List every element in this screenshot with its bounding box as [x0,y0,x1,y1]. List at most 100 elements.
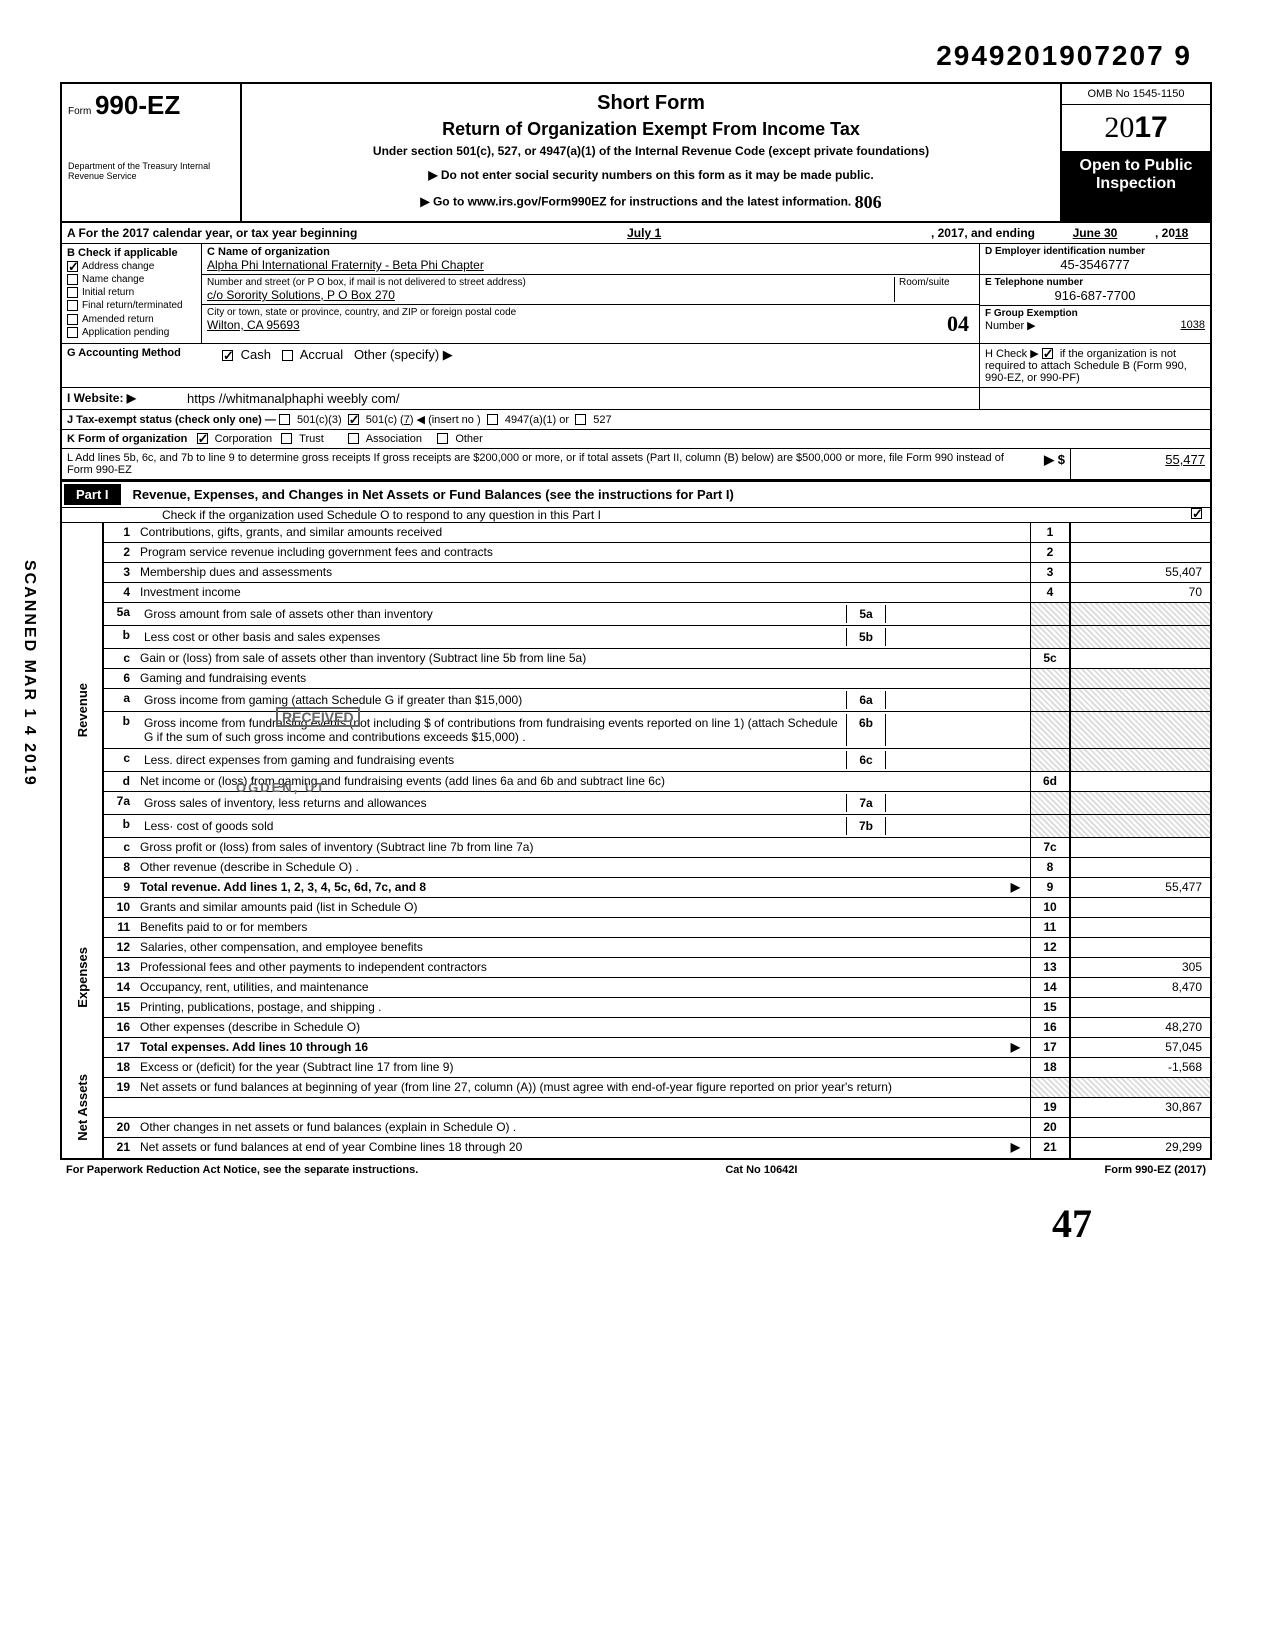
ogden-stamp: OGDEN, UT [236,780,326,795]
checkbox-final[interactable] [67,300,78,311]
checkbox-schedule-o[interactable] [1191,508,1202,519]
line-7b: bLess· cost of goods sold7b [104,815,1210,838]
checkbox-name-change[interactable] [67,274,78,285]
section-def: D Employer identification number 45-3546… [980,244,1210,343]
row-k: K Form of organization Corporation Trust… [62,430,1210,449]
checkbox-cash[interactable] [222,350,233,361]
checkbox-other-org[interactable] [437,433,448,444]
section-e-label: E Telephone number [985,277,1205,288]
check-initial: Initial return [67,287,196,298]
end-date: June 30 [1035,226,1155,240]
footer: For Paperwork Reduction Act Notice, see … [60,1160,1212,1180]
header-left: Form 990-EZ Department of the Treasury I… [62,84,242,221]
title-short-form: Short Form [254,92,1048,115]
line-6a: aGross income from gaming (attach Schedu… [104,689,1210,712]
line-15: 15Printing, publications, postage, and s… [104,998,1210,1018]
line-17: 17Total expenses. Add lines 10 through 1… [104,1038,1210,1058]
line-6c: cLess. direct expenses from gaming and f… [104,749,1210,772]
line-9: 9Total revenue. Add lines 1, 2, 3, 4, 5c… [104,878,1210,898]
section-c: C Name of organization Alpha Phi Interna… [202,244,980,343]
line-2: 2Program service revenue including gover… [104,543,1210,563]
checkbox-501c[interactable] [348,414,359,425]
check-pending: Application pending [67,327,196,338]
checkbox-address-change[interactable] [67,261,78,272]
check-amended: Amended return [67,314,196,325]
line-12: 12Salaries, other compensation, and empl… [104,938,1210,958]
phone: 916-687-7700 [985,288,1205,303]
line-10: 10Grants and similar amounts paid (list … [104,898,1210,918]
omb-number: OMB No 1545-1150 [1062,84,1210,105]
checkbox-accrual[interactable] [282,350,293,361]
checkbox-501c3[interactable] [279,414,290,425]
line-19b: 1930,867 [104,1098,1210,1118]
section-h: H Check ▶ if the organization is not req… [980,344,1210,387]
line-6: 6Gaming and fundraising events [104,669,1210,689]
open-to-public: Open to Public Inspection [1062,151,1210,221]
checkbox-527[interactable] [575,414,586,425]
gross-receipts: 55,477 [1070,449,1210,479]
checkbox-4947[interactable] [487,414,498,425]
begin-date: July 1 [357,226,931,240]
revenue-section: Revenue 1Contributions, gifts, grants, a… [62,523,1210,898]
end-year: 18 [1175,226,1205,240]
document-number: 2949201907207 9 [60,40,1192,72]
section-b-label: B Check if applicable [67,247,196,259]
section-a-mid: , 2017, and ending [931,226,1035,240]
check-name-change: Name change [67,274,196,285]
city-label: City or town, state or province, country… [207,307,974,318]
checkbox-trust[interactable] [281,433,292,444]
line-3: 3Membership dues and assessments355,407 [104,563,1210,583]
netassets-side-label: Net Assets [62,1058,104,1158]
row-bcd: B Check if applicable Address change Nam… [62,244,1210,344]
section-g-label: G Accounting Method [62,344,217,387]
form-number: 990-EZ [95,90,180,120]
label-accrual: Accrual [300,347,343,362]
section-k-label: K Form of organization [67,433,187,445]
row-l: L Add lines 5b, 6c, and 7b to line 9 to … [62,449,1210,480]
expenses-section: Expenses 10Grants and similar amounts pa… [62,898,1210,1058]
title-return: Return of Organization Exempt From Incom… [254,119,1048,140]
header-center: Short Form Return of Organization Exempt… [242,84,1060,221]
part1-label: Part I [64,484,121,505]
line-6d: dNet income or (loss) from gaming and fu… [104,772,1210,792]
org-address: c/o Sorority Solutions, P O Box 270 [207,288,894,302]
row-i: I Website: ▶ https //whitmanalphaphi wee… [62,388,1210,410]
group-exemption: 1038 [1181,319,1205,331]
section-a-suffix: , 20 [1155,226,1175,240]
section-f-number-label: Number ▶ [985,320,1036,332]
part1-check-text: Check if the organization used Schedule … [162,508,1191,522]
checkbox-amended[interactable] [67,314,78,325]
tax-year: 2017 [1062,105,1210,151]
checkbox-pending[interactable] [67,327,78,338]
section-a-prefix: A For the 2017 calendar year, or tax yea… [67,226,357,240]
form-990ez: Form 990-EZ Department of the Treasury I… [60,82,1212,1160]
row-gh: G Accounting Method Cash Accrual Other (… [62,344,1210,388]
netassets-section: Net Assets 18Excess or (deficit) for the… [62,1058,1210,1158]
row-j: J Tax-exempt status (check only one) — 5… [62,410,1210,430]
line-19: 19Net assets or fund balances at beginni… [104,1078,1210,1098]
part1-header: Part I Revenue, Expenses, and Changes in… [62,480,1210,508]
part1-check-row: Check if the organization used Schedule … [62,508,1210,523]
checkbox-assoc[interactable] [348,433,359,444]
header-right: OMB No 1545-1150 2017 Open to Public Ins… [1060,84,1210,221]
checkbox-corp[interactable] [197,433,208,444]
revenue-side-label: Revenue [62,523,104,898]
check-final: Final return/terminated [67,300,196,311]
section-d-label: D Employer identification number [985,246,1205,257]
handnote-806: 806 [855,192,882,212]
label-other-method: Other (specify) ▶ [354,347,453,362]
scanned-stamp: SCANNED MAR 1 4 2019 [20,560,38,787]
line-6b: bGross income from fundraising events (n… [104,712,1210,749]
note-url: ▶ Go to www.irs.gov/Form990EZ for instru… [254,192,1048,213]
footer-left: For Paperwork Reduction Act Notice, see … [66,1164,418,1176]
subtitle: Under section 501(c), 527, or 4947(a)(1)… [254,144,1048,158]
line-13: 13Professional fees and other payments t… [104,958,1210,978]
checkbox-schedule-b[interactable] [1042,348,1053,359]
section-j-label: J Tax-exempt status (check only one) — [67,414,276,426]
checkbox-initial[interactable] [67,287,78,298]
line-21: 21Net assets or fund balances at end of … [104,1138,1210,1158]
addr-label: Number and street (or P O box, if mail i… [207,277,894,288]
line-20: 20Other changes in net assets or fund ba… [104,1118,1210,1138]
section-b: B Check if applicable Address change Nam… [62,244,202,343]
org-city: Wilton, CA 95693 [207,318,974,332]
